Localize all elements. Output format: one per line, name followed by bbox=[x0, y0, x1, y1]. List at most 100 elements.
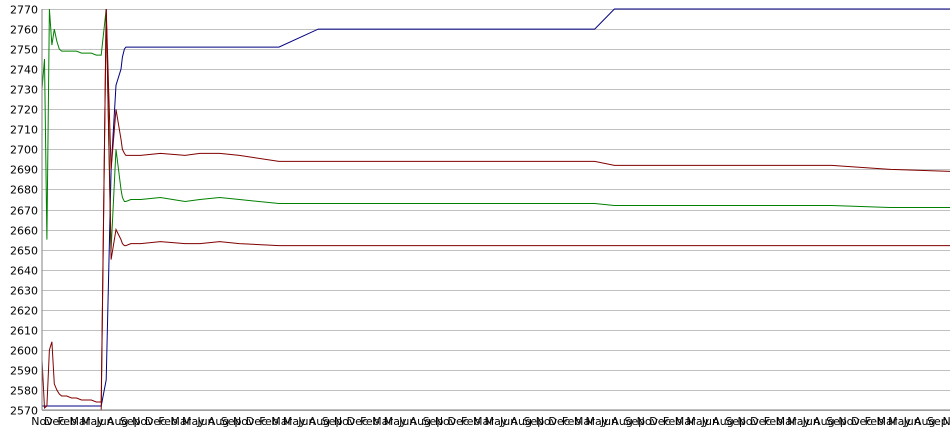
x-tick-label: Aug bbox=[309, 415, 330, 428]
x-tick-label: Aug bbox=[813, 415, 834, 428]
y-tick-label: 2640 bbox=[10, 265, 38, 278]
x-tick-label: Sep bbox=[826, 415, 847, 428]
x-tick-label: Jun bbox=[297, 415, 315, 428]
x-tick-label: Aug bbox=[510, 415, 531, 428]
x-tick-label: Sep bbox=[624, 415, 645, 428]
x-tick-label: Feb bbox=[764, 415, 783, 428]
y-tick-label: 2670 bbox=[10, 205, 38, 218]
x-tick-label: Mar bbox=[69, 415, 90, 428]
x-tick-label: Feb bbox=[57, 415, 76, 428]
x-tick-label: Nov bbox=[31, 415, 53, 428]
x-tick-label: Jun bbox=[95, 415, 113, 428]
y-tick-label: 2610 bbox=[10, 325, 38, 338]
x-tick-label: Nov bbox=[233, 415, 255, 428]
x-tick-label: Jun bbox=[600, 415, 618, 428]
x-tick-label: Sep bbox=[221, 415, 242, 428]
x-tick-label: Mar bbox=[271, 415, 292, 428]
y-tick-label: 2730 bbox=[10, 84, 38, 97]
series-line-2 bbox=[41, 8, 950, 250]
x-tick-label: Sep bbox=[725, 415, 746, 428]
x-tick-label: Aug bbox=[208, 415, 229, 428]
x-tick-label: Jun bbox=[499, 415, 517, 428]
x-tick-label: Sep bbox=[322, 415, 343, 428]
x-tick-label: May bbox=[888, 415, 911, 428]
x-tick-label: Dec bbox=[448, 415, 469, 428]
x-tick-label: May bbox=[81, 415, 104, 428]
x-tick-label: Dec bbox=[750, 415, 771, 428]
x-tick-label: Feb bbox=[663, 415, 682, 428]
y-tick-label: 2660 bbox=[10, 225, 38, 238]
x-tick-label: Jun bbox=[398, 415, 416, 428]
y-tick-label: 2630 bbox=[10, 285, 38, 298]
x-tick-label: Dec bbox=[44, 415, 65, 428]
x-tick-label: Aug bbox=[914, 415, 935, 428]
series-line-3 bbox=[41, 8, 950, 410]
series-line-1 bbox=[42, 8, 950, 407]
x-tick-label: Nov bbox=[737, 415, 759, 428]
x-tick-label: May bbox=[384, 415, 407, 428]
x-tick-label: May bbox=[182, 415, 205, 428]
x-tick-label: May bbox=[686, 415, 709, 428]
x-tick-label: Feb bbox=[158, 415, 177, 428]
x-tick-label: No bbox=[943, 415, 950, 428]
x-tick-label: Dec bbox=[851, 415, 872, 428]
y-tick-label: 2570 bbox=[10, 405, 38, 418]
x-tick-label: Mar bbox=[675, 415, 696, 428]
x-tick-label: Dec bbox=[548, 415, 569, 428]
x-tick-label: Jun bbox=[802, 415, 820, 428]
x-tick-label: Mar bbox=[776, 415, 797, 428]
x-tick-label: Mar bbox=[574, 415, 595, 428]
x-tick-label: Mar bbox=[372, 415, 393, 428]
x-tick-label: Mar bbox=[170, 415, 191, 428]
y-tick-label: 2580 bbox=[10, 385, 38, 398]
y-axis-tick-labels: 2570 2580 2590 2600 2610 2620 2630 2640 2650 2660… bbox=[10, 4, 38, 418]
y-tick-label: 2600 bbox=[10, 345, 38, 358]
x-tick-label: Dec bbox=[649, 415, 670, 428]
x-tick-label: Jun bbox=[903, 415, 921, 428]
y-tick-label: 2770 bbox=[10, 4, 38, 17]
x-tick-label: Aug bbox=[611, 415, 632, 428]
x-tick-label: Dec bbox=[145, 415, 166, 428]
x-tick-label: Feb bbox=[461, 415, 480, 428]
x-tick-label: Aug bbox=[107, 415, 128, 428]
y-tick-label: 2620 bbox=[10, 305, 38, 318]
x-tick-label: Dec bbox=[347, 415, 368, 428]
y-tick-label: 2700 bbox=[10, 144, 38, 157]
x-tick-label: Mar bbox=[473, 415, 494, 428]
y-tick-label: 2690 bbox=[10, 164, 38, 177]
x-tick-label: May bbox=[283, 415, 306, 428]
x-axis-tick-labels: NovDecFebMarMayJunAugSepNovDecFebMarMayJ… bbox=[31, 415, 950, 428]
x-tick-label: Sep bbox=[423, 415, 444, 428]
x-tick-label: May bbox=[586, 415, 609, 428]
y-tick-label: 2720 bbox=[10, 104, 38, 117]
x-tick-label: Mar bbox=[877, 415, 898, 428]
y-tick-label: 2680 bbox=[10, 184, 38, 197]
x-tick-label: Feb bbox=[259, 415, 278, 428]
x-tick-label: Feb bbox=[865, 415, 884, 428]
gridlines bbox=[42, 9, 950, 411]
x-tick-label: Jun bbox=[196, 415, 214, 428]
x-tick-label: Dec bbox=[246, 415, 267, 428]
x-tick-label: Nov bbox=[435, 415, 457, 428]
y-tick-label: 2590 bbox=[10, 365, 38, 378]
x-tick-label: May bbox=[787, 415, 810, 428]
x-tick-label: Feb bbox=[360, 415, 379, 428]
x-tick-label: Aug bbox=[712, 415, 733, 428]
x-tick-label: Jun bbox=[701, 415, 719, 428]
x-tick-label: Nov bbox=[838, 415, 860, 428]
x-tick-label: Nov bbox=[334, 415, 356, 428]
x-tick-label: Nov bbox=[132, 415, 154, 428]
x-tick-label: Nov bbox=[637, 415, 659, 428]
x-tick-label: Sep bbox=[523, 415, 544, 428]
y-tick-label: 2760 bbox=[10, 24, 38, 37]
x-tick-label: Sep bbox=[120, 415, 141, 428]
x-tick-label: Sep bbox=[927, 415, 948, 428]
y-tick-label: 2750 bbox=[10, 44, 38, 57]
x-tick-label: Nov bbox=[536, 415, 558, 428]
y-tick-label: 2650 bbox=[10, 245, 38, 258]
y-tick-label: 2710 bbox=[10, 124, 38, 137]
x-tick-label: May bbox=[485, 415, 508, 428]
x-tick-label: Feb bbox=[562, 415, 581, 428]
x-tick-label: Aug bbox=[410, 415, 431, 428]
